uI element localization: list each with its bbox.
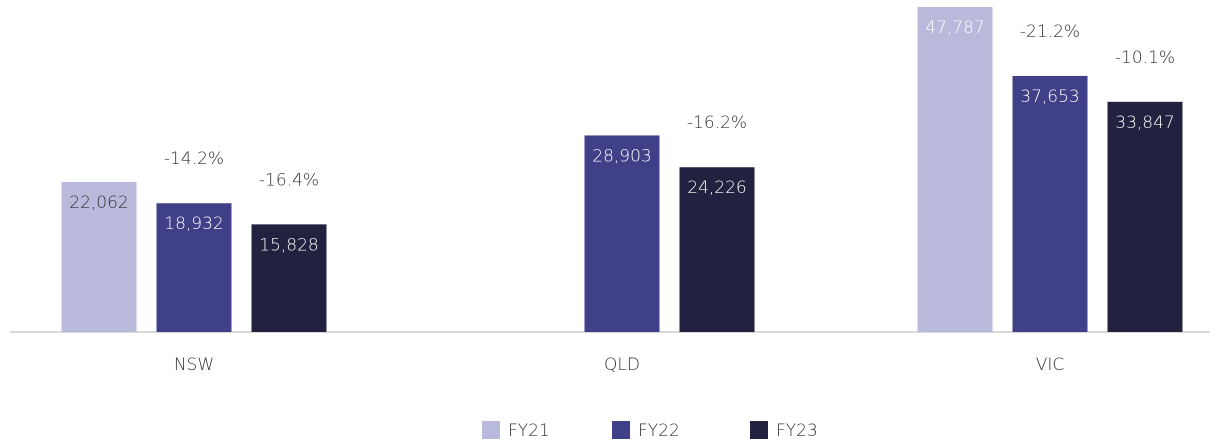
value-label: 18,932 xyxy=(164,214,223,234)
value-label: 15,828 xyxy=(259,235,318,255)
x-tick-label: VIC xyxy=(1036,355,1065,375)
bar xyxy=(584,135,660,332)
value-label: 28,903 xyxy=(592,146,651,166)
value-label: 33,847 xyxy=(1115,113,1174,133)
bar xyxy=(917,7,993,332)
change-label: -10.1% xyxy=(1115,48,1175,68)
change-label: -16.2% xyxy=(687,113,747,133)
bar xyxy=(1107,101,1183,332)
value-label: 47,787 xyxy=(925,18,984,38)
value-label: 24,226 xyxy=(687,178,746,198)
x-tick-label: NSW xyxy=(174,355,214,375)
value-label: 22,062 xyxy=(69,193,128,213)
change-label: -14.2% xyxy=(164,149,224,169)
legend-swatch xyxy=(482,421,500,439)
change-label: -21.2% xyxy=(1020,22,1080,42)
legend-swatch xyxy=(612,421,630,439)
value-label: 37,653 xyxy=(1020,87,1079,107)
legend-label: FY21 xyxy=(508,421,550,441)
bar xyxy=(156,203,232,332)
bar xyxy=(251,224,327,332)
x-tick-label: QLD xyxy=(604,355,640,375)
bar xyxy=(1012,75,1088,333)
bar xyxy=(61,181,137,332)
legend-label: FY23 xyxy=(776,421,818,441)
legend-label: FY22 xyxy=(638,421,680,441)
bar xyxy=(679,167,755,332)
change-label: -16.4% xyxy=(259,170,319,190)
legend-swatch xyxy=(750,421,768,439)
